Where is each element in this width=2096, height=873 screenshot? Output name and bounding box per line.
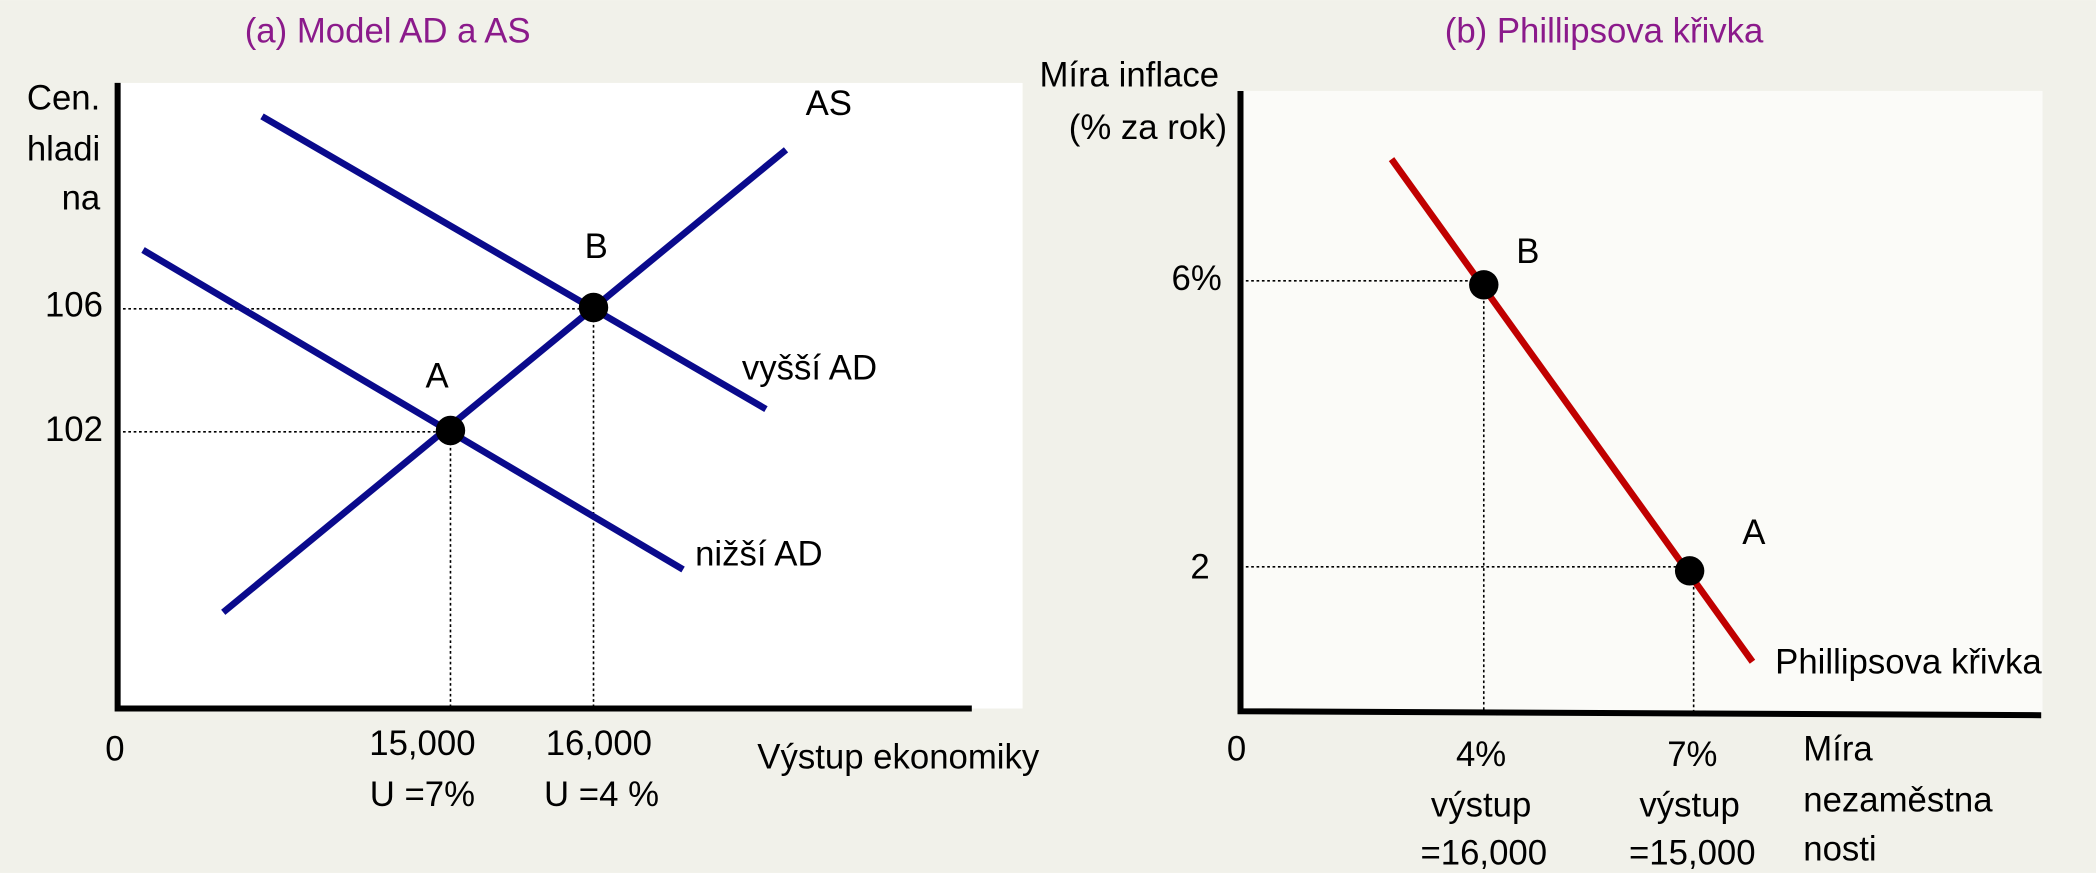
axis-label: nosti [1803,831,1876,869]
point-label: B [1516,233,1539,271]
higher-ad-curve [260,113,768,412]
x-label: 4% [1456,736,1506,774]
panel-title: (a) Model AD a AS [245,13,531,51]
point [578,292,609,323]
axis-label: (% za rok) [1069,109,1227,147]
panel-title: (b) Phillipsova křivka [1445,13,1764,51]
axis-label: Cen. [27,79,100,117]
y-label: 6% [1172,260,1222,298]
x-label: =15,000 [1629,835,1756,873]
curve-label: nižší AD [695,535,822,573]
point-label: A [1742,514,1766,552]
y-label: 106 [45,287,103,325]
panel-b-bg [1240,90,2043,713]
y-label: 102 [45,411,103,449]
axis-label: hladi [27,130,100,168]
point [1469,270,1499,300]
axis-label: na [62,180,101,218]
axes [114,82,972,712]
point [1674,556,1705,586]
lower-ad-curve [141,247,685,573]
x-label: 0 [1227,730,1246,768]
axis-label: Míra inflace [1039,57,1219,95]
x-label: U =4 % [544,776,659,814]
axis-label: Výstup ekonomiky [757,738,1040,776]
x-label: výstup [1431,787,1531,825]
x-label: 7% [1667,736,1717,774]
x-label: 0 [105,730,124,768]
axes [1237,90,2042,719]
as-curve [221,147,789,615]
x-label: 15,000 [369,725,475,763]
curve-label: vyšší AD [742,350,877,388]
point [435,415,466,446]
x-label: =16,000 [1420,835,1547,873]
x-label: U =7% [370,776,475,814]
point-label: B [585,228,608,266]
panel-a-bg [117,82,1023,709]
x-label: výstup [1639,787,1739,825]
axis-label: nezaměstna [1803,781,1993,819]
point-label: A [426,358,450,396]
axis-label: Míra [1803,730,1873,768]
y-label: 2 [1190,549,1209,587]
curve-label: AS [806,85,852,123]
x-label: 16,000 [546,725,652,763]
curve-label: Phillipsova křivka [1775,644,2042,682]
